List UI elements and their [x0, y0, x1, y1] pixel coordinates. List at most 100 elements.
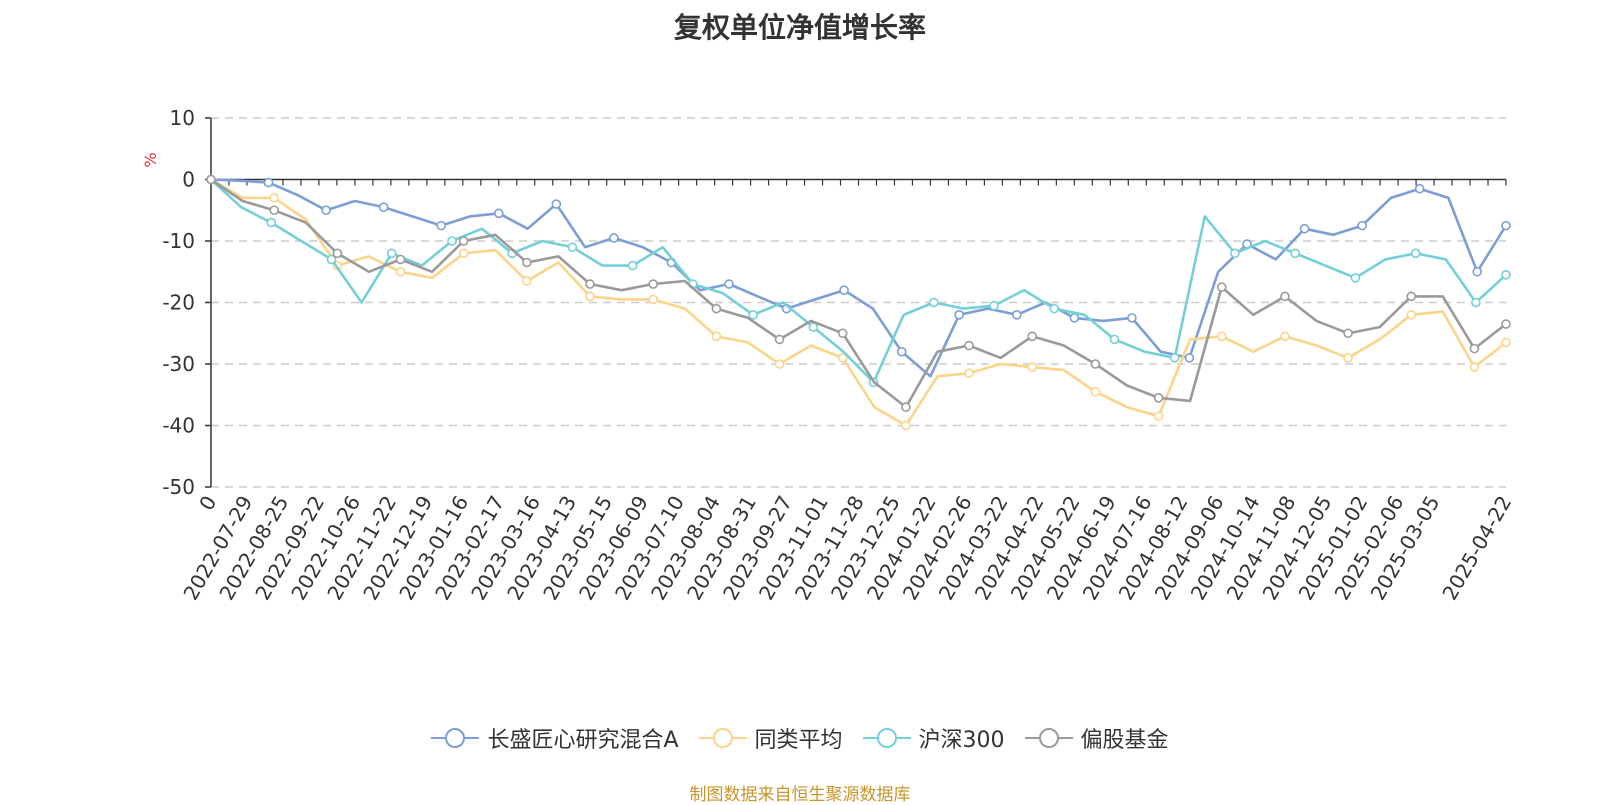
data-point [263, 177, 274, 188]
data-point [837, 353, 848, 363]
data-point [1290, 248, 1300, 259]
data-point [551, 199, 562, 209]
y-tick-label: 10 [170, 106, 195, 130]
data-point [1027, 362, 1038, 372]
legend: 长盛匠心研究混合A 同类平均 沪深300 偏股基金 [0, 722, 1600, 754]
data-point [1501, 319, 1511, 329]
data-point [269, 193, 279, 203]
data-point [266, 217, 277, 228]
data-point [332, 248, 343, 259]
data-point [1216, 282, 1227, 292]
data-point [808, 322, 819, 332]
data-point [378, 202, 389, 212]
data-point [386, 248, 397, 259]
data-point [1343, 353, 1353, 363]
y-tick-label: -30 [162, 352, 195, 376]
data-point [724, 279, 734, 289]
series-line-3 [210, 178, 1507, 409]
data-point [964, 340, 974, 351]
data-point [609, 233, 619, 243]
data-point [436, 220, 447, 231]
data-point [839, 285, 849, 296]
data-point [585, 291, 595, 302]
data-point [1471, 297, 1481, 308]
data-point [1357, 220, 1367, 231]
data-point [1350, 273, 1361, 283]
data-point [1169, 353, 1180, 363]
label-layer: 100-10-20-30-40-50%02022-07-292022-08-25… [141, 106, 1516, 604]
series-line-1 [210, 178, 1507, 427]
data-point [1153, 393, 1164, 403]
data-point [522, 257, 532, 268]
legend-marker-icon [1024, 728, 1073, 748]
data-point [1343, 328, 1353, 339]
y-tick-label: -20 [162, 291, 195, 315]
data-point [1280, 291, 1290, 302]
chart-title: 复权单位净值增长率 [673, 11, 926, 44]
data-point [648, 294, 658, 305]
data-point [954, 309, 965, 320]
data-point [269, 205, 279, 216]
data-point [1501, 220, 1511, 231]
legend-item-csi300[interactable]: 沪深300 [862, 722, 1005, 754]
legend-label: 沪深300 [918, 728, 1005, 753]
data-point [901, 402, 911, 412]
legend-label: 同类平均 [754, 728, 843, 753]
data-point [774, 359, 785, 369]
data-point [1109, 334, 1120, 345]
legend-item-peer-average[interactable]: 同类平均 [698, 722, 843, 754]
series-line-2 [210, 178, 1507, 384]
legend-marker-icon [431, 728, 480, 748]
data-point [989, 300, 999, 311]
legend-label: 长盛匠心研究混合A [487, 728, 679, 753]
x-tick-label: 2025-04-22 [1437, 492, 1516, 605]
data-point [567, 242, 578, 252]
data-point [1216, 331, 1227, 342]
data-point [585, 279, 595, 289]
data-point [1127, 313, 1137, 323]
data-point [711, 303, 722, 314]
data-point [1501, 270, 1511, 280]
y-tick-label: -10 [162, 229, 195, 253]
y-tick-label: -50 [162, 475, 195, 499]
legend-marker-icon [862, 728, 911, 748]
data-point [627, 260, 638, 271]
y-tick-label: 0 [182, 168, 195, 192]
x-tick-label: 0 [194, 492, 221, 515]
data-point [1469, 343, 1480, 354]
data-point [964, 368, 974, 379]
data-point [1184, 353, 1195, 363]
data-point [395, 266, 406, 277]
y-axis-unit: % [141, 152, 160, 167]
legend-item-equity-fund[interactable]: 偏股基金 [1024, 722, 1169, 754]
data-point [522, 276, 532, 286]
source-note: 制图数据来自恒生聚源数据库 [689, 785, 911, 805]
data-point [458, 248, 469, 259]
data-point [901, 420, 911, 431]
data-point [1501, 337, 1511, 348]
data-point [1090, 386, 1101, 397]
data-point [1472, 266, 1483, 277]
data-point [711, 331, 722, 342]
data-point [395, 254, 406, 265]
data-point [928, 297, 939, 308]
data-point [326, 254, 337, 265]
data-point [1049, 303, 1060, 314]
data-point [896, 346, 907, 357]
data-point [1230, 248, 1240, 259]
series-line-0 [210, 178, 1508, 378]
data-point [206, 174, 216, 185]
data-point [648, 279, 658, 289]
data-point [837, 328, 848, 339]
data-point [1406, 309, 1417, 320]
data-point [1090, 359, 1101, 369]
data-point [1027, 331, 1038, 342]
legend-item-fund[interactable]: 长盛匠心研究混合A [431, 722, 679, 754]
legend-marker-icon [698, 728, 747, 748]
grid-layer [211, 117, 1506, 488]
y-tick-label: -40 [162, 414, 195, 438]
data-point [1469, 362, 1480, 372]
data-point [1299, 223, 1310, 234]
data-point [1280, 331, 1290, 342]
